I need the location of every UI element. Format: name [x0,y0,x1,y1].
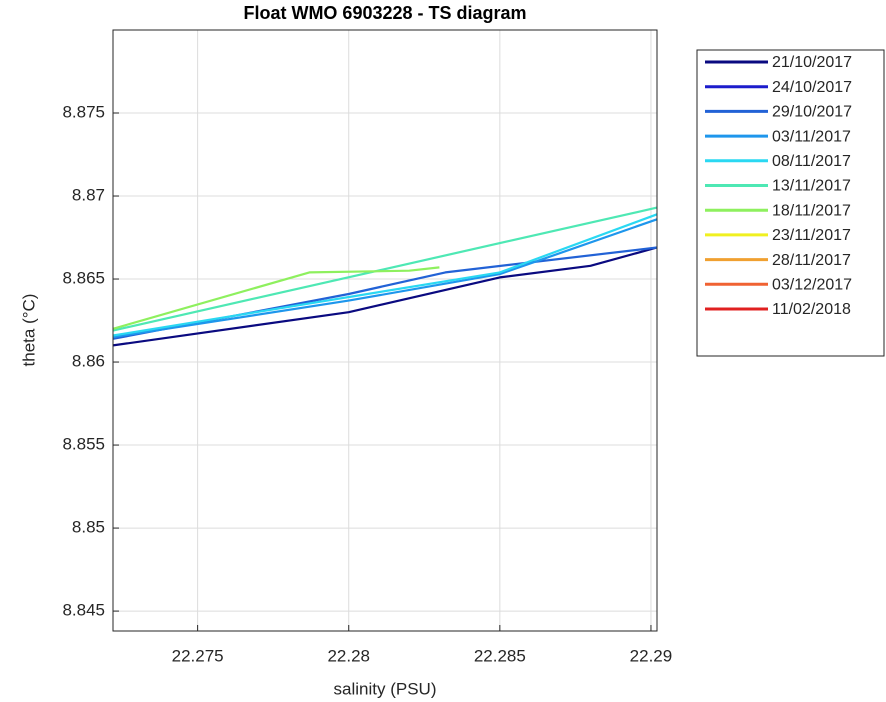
series-line [112,246,658,347]
y-tick-label: 8.855 [62,435,105,454]
series-line [112,206,658,332]
grid-layer: 22.275 22.28 22.285 22.29 8.845 8.85 8.855 8.86… [62,30,672,665]
chart-title: Float WMO 6903228 - TS diagram [243,3,526,23]
legend-label: 29/10/2017 [772,104,852,121]
y-tick-label: 8.875 [62,102,105,121]
legend-label: 11/02/2018 [772,301,851,318]
legend-label: 03/12/2017 [772,277,852,294]
legend-label: 03/11/2017 [772,128,851,145]
x-tick-label: 22.275 [172,646,224,665]
y-tick-label: 8.865 [62,269,105,288]
x-tick-label: 22.285 [474,646,526,665]
legend-label: 24/10/2017 [772,79,852,96]
legend-label: 28/11/2017 [772,252,851,269]
axes-box [112,29,658,632]
y-tick-label: 8.87 [72,186,105,205]
y-axis-label: theta (°C) [19,294,38,367]
y-tick-label: 8.845 [62,601,105,620]
series-line [112,213,658,337]
legend-label: 13/11/2017 [772,178,851,195]
legend-label: 08/11/2017 [772,153,851,170]
legend-box [696,49,885,357]
series-line [112,218,658,339]
lines-layer [112,206,658,347]
legend-label: 18/11/2017 [772,202,851,219]
y-tick-label: 8.85 [72,518,105,537]
x-axis-label: salinity (PSU) [334,679,437,698]
legend-label: 21/10/2017 [772,54,852,71]
x-tick-label: 22.29 [630,646,673,665]
series-line [112,266,440,330]
legend: 21/10/2017 24/10/2017 29/10/2017 03/11/2017… [705,54,852,318]
y-tick-label: 8.86 [72,352,105,371]
x-tick-label: 22.28 [327,646,370,665]
legend-label: 23/11/2017 [772,227,851,244]
